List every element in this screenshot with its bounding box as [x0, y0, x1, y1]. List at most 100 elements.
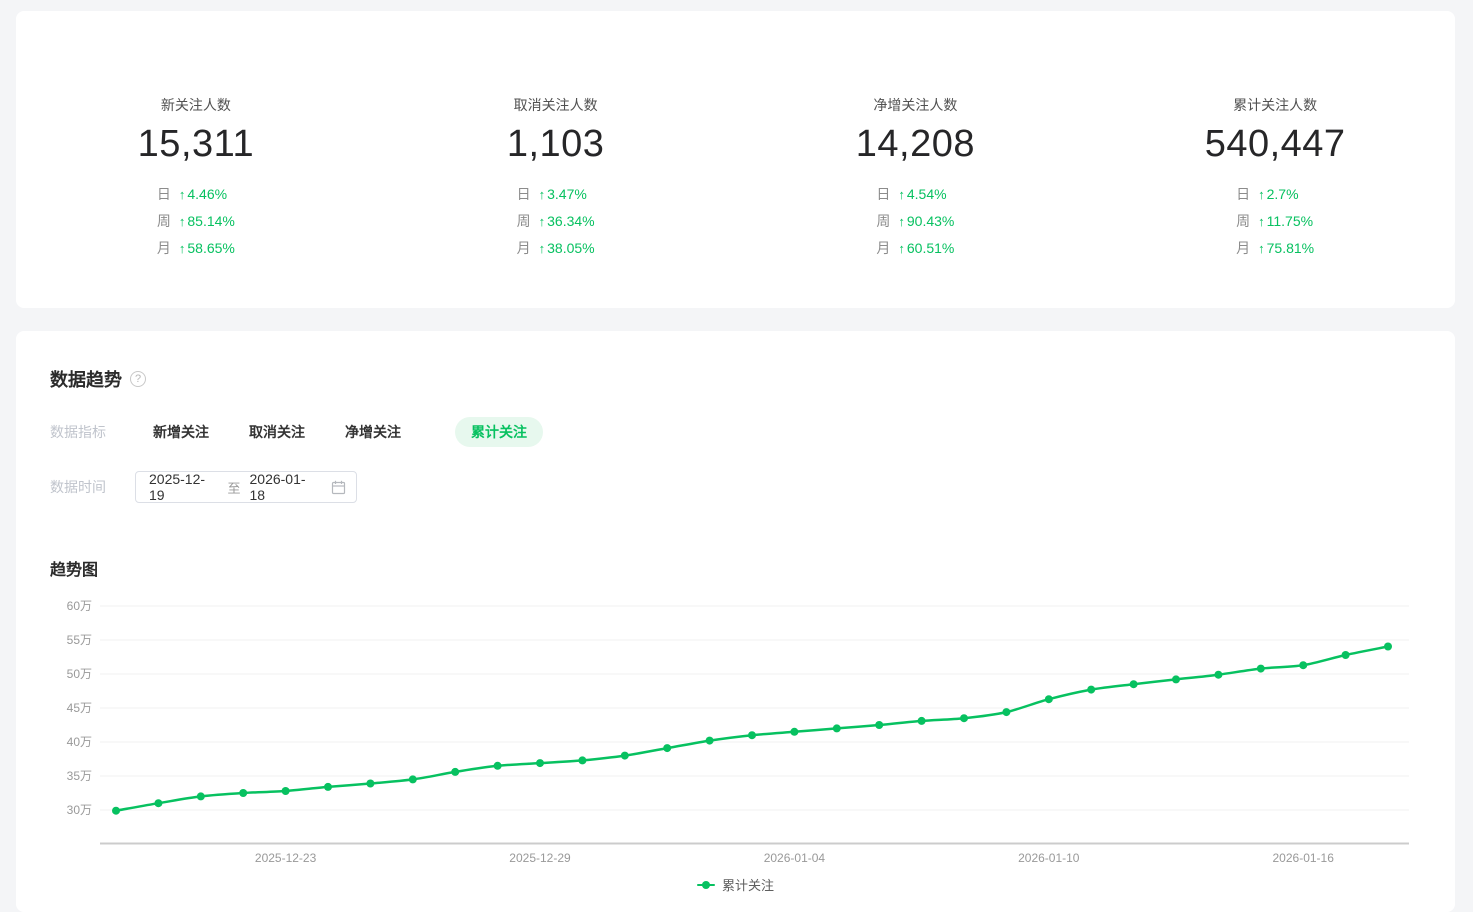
data-point[interactable]	[705, 736, 714, 745]
data-point[interactable]	[1044, 695, 1053, 704]
period-label: 日	[1236, 186, 1251, 202]
y-axis-label: 45万	[67, 701, 92, 715]
y-axis-label: 35万	[67, 769, 92, 783]
stat-weekly-row: 周 ↑ 85.14%	[157, 208, 235, 235]
stat-change: 85.14%	[187, 213, 235, 229]
y-axis-label: 55万	[67, 633, 92, 647]
period-label: 日	[516, 186, 531, 202]
up-arrow-icon: ↑	[178, 214, 186, 229]
stat-label: 新关注人数	[160, 97, 231, 113]
stat-value: 15,311	[137, 123, 255, 165]
data-point[interactable]	[1002, 708, 1011, 717]
data-point[interactable]	[1087, 685, 1096, 694]
up-arrow-icon: ↑	[178, 187, 186, 202]
data-point[interactable]	[536, 759, 544, 768]
stat-card-unfollowers: 取消关注人数 1,103 日 ↑ 3.47% 周 ↑ 36.34% 月 ↑ 38.05%	[376, 11, 736, 308]
stat-label: 取消关注人数	[513, 97, 598, 113]
stat-value: 540,447	[1204, 123, 1346, 165]
trend-section-title: 数据趋势 ?	[50, 366, 146, 392]
data-point[interactable]	[1384, 642, 1392, 651]
tab-new-follow[interactable]: 新增关注	[153, 424, 209, 440]
legend-item[interactable]: 累计关注	[16, 875, 1455, 894]
data-point[interactable]	[1299, 661, 1308, 670]
tab-net-follow[interactable]: 净增关注	[345, 424, 401, 440]
period-label: 日	[156, 186, 171, 202]
help-icon[interactable]: ?	[130, 371, 146, 387]
stat-monthly-row: 月 ↑ 38.05%	[517, 235, 595, 262]
stat-change: 58.65%	[187, 240, 235, 256]
calendar-icon[interactable]	[331, 480, 346, 495]
period-label: 日	[876, 186, 891, 202]
data-point[interactable]	[620, 751, 629, 760]
data-point[interactable]	[112, 806, 120, 815]
stats-summary-card: 新关注人数 15,311 日 ↑ 4.46% 周 ↑ 85.14% 月 ↑ 58.65% 取…	[16, 11, 1455, 308]
stat-change: 11.75%	[1266, 213, 1314, 229]
stat-value: 14,208	[855, 123, 975, 165]
data-point[interactable]	[366, 779, 375, 788]
stat-change: 90.43%	[906, 213, 955, 229]
data-point[interactable]	[493, 761, 502, 770]
metric-tabs: 新增关注 取消关注 净增关注 累计关注	[153, 417, 543, 447]
data-point[interactable]	[578, 756, 587, 765]
y-axis-label: 60万	[67, 599, 92, 613]
x-axis-label: 2026-01-04	[764, 851, 826, 865]
period-label: 月	[1236, 240, 1251, 256]
y-axis-label: 40万	[67, 735, 92, 749]
data-point[interactable]	[875, 721, 884, 729]
period-label: 周	[1236, 213, 1251, 229]
period-label: 周	[876, 213, 891, 229]
stat-change: 4.46%	[187, 186, 228, 202]
data-point[interactable]	[324, 782, 332, 791]
data-point[interactable]	[451, 767, 460, 776]
data-point[interactable]	[281, 787, 290, 795]
data-point[interactable]	[408, 775, 417, 784]
data-point[interactable]	[663, 744, 672, 753]
period-label: 月	[156, 240, 171, 256]
up-arrow-icon: ↑	[538, 187, 546, 202]
stat-label: 净增关注人数	[873, 97, 958, 113]
stat-change: 36.34%	[547, 213, 595, 229]
stat-change: 2.7%	[1266, 186, 1299, 202]
stat-monthly-row: 月 ↑ 75.81%	[1236, 235, 1314, 262]
stat-card-net-followers: 净增关注人数 14,208 日 ↑ 4.54% 周 ↑ 90.43% 月 ↑ 60.51%	[736, 11, 1096, 308]
data-point[interactable]	[917, 716, 926, 725]
tab-cumulative-follow[interactable]: 累计关注	[455, 417, 543, 447]
x-axis-label: 2025-12-29	[509, 851, 571, 865]
stat-card-total-followers: 累计关注人数 540,447 日 ↑ 2.7% 周 ↑ 11.75% 月 ↑ 75.81%	[1095, 11, 1455, 308]
y-axis-label: 50万	[67, 667, 92, 681]
data-point[interactable]	[1129, 680, 1138, 689]
tab-unfollow[interactable]: 取消关注	[249, 424, 305, 440]
stat-change: 75.81%	[1266, 240, 1315, 256]
data-trend-card: 数据趋势 ? 数据指标 新增关注 取消关注 净增关注 累计关注 数据时间 202…	[16, 331, 1455, 912]
legend-label: 累计关注	[721, 878, 774, 893]
data-point[interactable]	[790, 727, 799, 736]
data-point[interactable]	[832, 724, 841, 733]
up-arrow-icon: ↑	[1258, 214, 1265, 229]
stat-weekly-row: 周 ↑ 11.75%	[1236, 208, 1314, 235]
stat-change: 3.47%	[547, 186, 587, 202]
date-end[interactable]: 2026-01-18	[249, 471, 306, 503]
data-point[interactable]	[1172, 675, 1180, 684]
data-point[interactable]	[1256, 664, 1265, 673]
data-point[interactable]	[1341, 651, 1350, 659]
stat-change: 60.51%	[906, 240, 955, 256]
stat-value: 1,103	[506, 123, 605, 165]
stat-daily-row: 日 ↑ 3.47%	[517, 181, 595, 208]
stat-monthly-row: 月 ↑ 60.51%	[876, 235, 954, 262]
stat-daily-row: 日 ↑ 4.46%	[157, 181, 235, 208]
date-range-picker[interactable]: 2025-12-19 至 2026-01-18	[135, 471, 357, 503]
up-arrow-icon: ↑	[898, 241, 905, 256]
period-label: 月	[876, 240, 891, 256]
data-point[interactable]	[1214, 670, 1223, 679]
data-point[interactable]	[154, 799, 163, 808]
up-arrow-icon: ↑	[178, 241, 186, 256]
date-start[interactable]: 2025-12-19	[149, 471, 206, 503]
stat-weekly-row: 周 ↑ 90.43%	[876, 208, 954, 235]
data-point[interactable]	[196, 792, 205, 801]
stat-card-new-followers: 新关注人数 15,311 日 ↑ 4.46% 周 ↑ 85.14% 月 ↑ 58.65%	[16, 11, 376, 308]
data-point[interactable]	[748, 731, 756, 740]
stat-label: 累计关注人数	[1233, 97, 1318, 113]
data-point[interactable]	[960, 714, 968, 723]
data-point[interactable]	[239, 789, 248, 797]
stat-monthly-row: 月 ↑ 58.65%	[157, 235, 235, 262]
